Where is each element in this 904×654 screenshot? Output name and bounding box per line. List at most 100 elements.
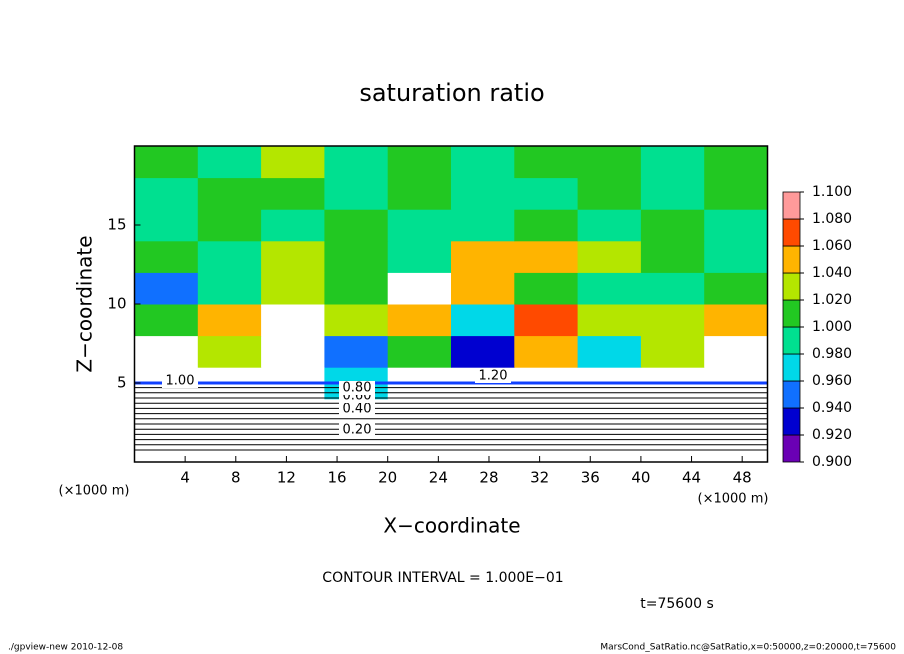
x-tick-label: 8 [231,469,241,487]
heat-cell [387,209,452,242]
heat-cell [704,177,768,210]
heat-cell [514,304,579,337]
heat-cell [261,177,325,210]
y-unit-label: (×1000 m) [59,484,130,499]
x-axis-label: X−coordinate [383,514,520,538]
y-axis-label: Z−coordinate [73,235,97,372]
heat-cell [514,146,579,179]
contour-label: 0.20 [343,423,372,438]
heat-cell [261,146,325,179]
heat-cell [577,146,642,179]
heat-cell [577,177,642,210]
heat-cell [640,335,705,368]
x-tick-label: 40 [631,469,650,487]
heat-cell [451,398,515,431]
heat-cell [514,335,579,368]
colorbar-segment [782,191,801,220]
heat-cell [577,398,642,431]
heat-cell [514,272,579,305]
heat-cell [640,146,705,179]
colorbar-label: 0.920 [812,427,852,443]
heat-cell [704,335,768,368]
heat-cell [387,272,452,305]
heat-cell [134,398,199,431]
x-tick-label: 36 [581,469,600,487]
heat-cell [324,177,389,210]
colorbar-label: 1.020 [812,292,852,308]
heat-cell [451,304,515,337]
heat-cell [451,430,515,463]
heat-cell [134,209,199,242]
heat-cell [451,209,515,242]
heat-cell [387,177,452,210]
colorbar-segment [782,380,801,409]
heat-cell [324,209,389,242]
heat-cell [197,240,262,273]
colorbar-label: 0.960 [812,373,852,389]
heat-cell [577,272,642,305]
heat-cell [134,146,199,179]
heat-cell [261,398,325,431]
heat-cell [134,177,199,210]
colorbar-label: 0.900 [812,454,852,470]
heat-cell [134,304,199,337]
colorbar-label: 0.980 [812,346,852,362]
heat-cell [261,240,325,273]
colorbar-label: 1.080 [812,211,852,227]
x-unit-label: (×1000 m) [698,492,769,507]
footer-left: ./gpview-new 2010-12-08 [8,643,123,653]
x-tick-label: 4 [180,469,190,487]
x-tick-label: 32 [530,469,549,487]
footer-right: MarsCond_SatRatio.nc@SatRatio,x=0:50000,… [600,643,896,653]
heat-cell [451,240,515,273]
heat-cell [640,398,705,431]
heat-cell [324,240,389,273]
heat-cell [640,272,705,305]
heat-cell [451,335,515,368]
heat-cell [704,146,768,179]
x-tick-label: 20 [378,469,397,487]
heat-cell [197,272,262,305]
heat-cell [640,304,705,337]
heat-cell [324,304,389,337]
heat-cell [514,398,579,431]
y-tick-label: 5 [117,374,127,392]
colorbar-segment [782,326,801,355]
heat-cell [577,304,642,337]
contour-label-bg [339,381,375,395]
heat-cell [134,240,199,273]
heat-cell [704,240,768,273]
heat-cell [197,304,262,337]
heat-cell [704,398,768,431]
heat-cell [261,272,325,305]
colorbar-label: 1.100 [812,184,852,200]
heat-cell [640,430,705,463]
heat-cell [451,272,515,305]
heat-cell [197,430,262,463]
heat-cell [451,146,515,179]
heat-cell [261,304,325,337]
contour-label-bg [339,423,375,437]
heat-cell [387,146,452,179]
x-tick-label: 24 [429,469,448,487]
heat-cell [197,146,262,179]
heat-cell [387,335,452,368]
heat-cell [514,430,579,463]
contour-label: 0.40 [343,402,372,417]
heat-cell [704,272,768,305]
heat-cell [514,209,579,242]
x-tick-label: 12 [277,469,296,487]
heat-cell [704,304,768,337]
heat-cell [451,177,515,210]
x-tick-label: 28 [479,469,498,487]
heat-cell [387,398,452,431]
heat-cell [134,430,199,463]
heat-cell [197,335,262,368]
heat-cell [704,209,768,242]
heat-cell [134,335,199,368]
y-tick-label: 10 [107,295,126,313]
heat-cell [387,430,452,463]
x-tick-label: 44 [682,469,701,487]
colorbar-segment [782,218,801,247]
